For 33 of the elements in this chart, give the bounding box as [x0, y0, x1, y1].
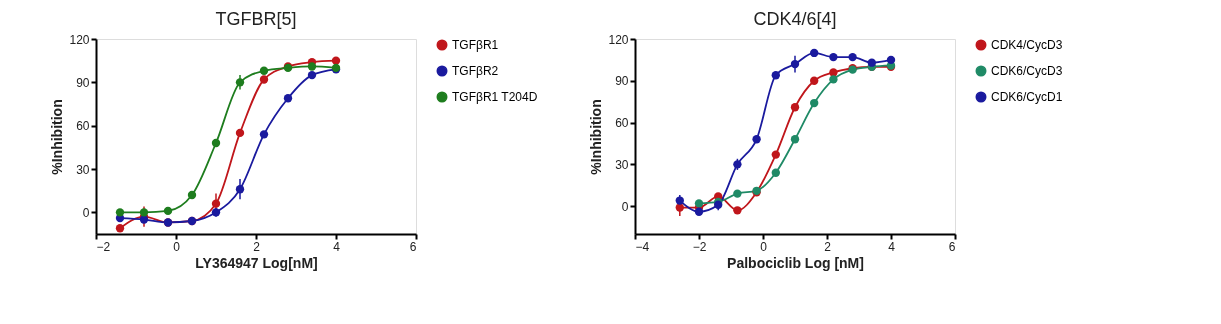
chart-title: CDK4/6[4] — [753, 9, 837, 29]
chart-title: TGFBR[5] — [215, 9, 297, 29]
y-tick-label: 30 — [615, 157, 629, 172]
legend-label: CDK6/CycD3 — [991, 64, 1063, 78]
x-tick-label: 0 — [173, 239, 181, 254]
y-tick-label: 60 — [615, 116, 629, 131]
x-tick-label: 6 — [409, 239, 417, 254]
x-axis-title: Palbociclib Log [nM] — [727, 254, 864, 271]
y-tick-label: 60 — [76, 119, 90, 134]
x-tick-label: −4 — [635, 239, 650, 254]
y-tick-label: 30 — [76, 162, 90, 177]
x-tick-label: 2 — [253, 239, 261, 254]
x-tick-label: 0 — [760, 239, 768, 254]
y-tick-label: 120 — [608, 32, 629, 47]
x-tick-label: 4 — [333, 239, 341, 254]
y-tick-label: 0 — [82, 205, 90, 220]
y-axis-title: %Inhibition — [588, 99, 605, 175]
legend-label: TGFβR1 T204D — [452, 90, 538, 104]
y-tick-label: 120 — [69, 32, 90, 47]
legend-label: TGFβR2 — [452, 64, 499, 78]
y-tick-label: 90 — [615, 74, 629, 89]
legend-label: TGFβR1 — [452, 38, 499, 52]
y-tick-label: 0 — [621, 199, 629, 214]
x-tick-label: −2 — [692, 239, 707, 254]
x-tick-label: 6 — [948, 239, 956, 254]
x-axis-title: LY364947 Log[nM] — [195, 254, 318, 271]
legend-label: CDK6/CycD1 — [991, 90, 1063, 104]
x-tick-label: −2 — [96, 239, 111, 254]
y-tick-label: 90 — [76, 75, 90, 90]
x-tick-label: 2 — [824, 239, 832, 254]
legend-label: CDK4/CycD3 — [991, 38, 1063, 52]
y-axis-title: %Inhibition — [49, 99, 66, 175]
x-tick-label: 4 — [888, 239, 896, 254]
